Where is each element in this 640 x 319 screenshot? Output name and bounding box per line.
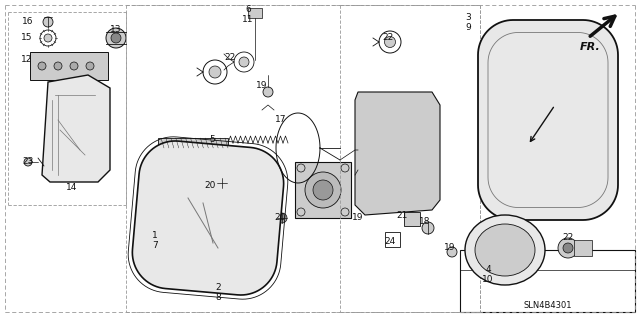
Circle shape — [70, 62, 78, 70]
Circle shape — [297, 208, 305, 216]
Circle shape — [372, 157, 408, 193]
Ellipse shape — [465, 215, 545, 285]
Bar — [248, 8, 262, 18]
Text: 7: 7 — [152, 241, 158, 250]
Circle shape — [558, 238, 578, 258]
Polygon shape — [42, 75, 110, 182]
Polygon shape — [478, 20, 618, 220]
Text: 19: 19 — [256, 80, 268, 90]
Text: 22: 22 — [225, 54, 236, 63]
Ellipse shape — [475, 224, 535, 276]
Text: 22: 22 — [563, 234, 573, 242]
Circle shape — [239, 57, 249, 67]
Text: 22: 22 — [382, 33, 394, 42]
Circle shape — [341, 208, 349, 216]
Circle shape — [43, 17, 53, 27]
Text: 21: 21 — [396, 211, 408, 219]
Text: 20: 20 — [275, 213, 285, 222]
Text: SLN4B4301: SLN4B4301 — [524, 300, 572, 309]
Bar — [460, 250, 635, 312]
Circle shape — [341, 164, 349, 172]
Text: 13: 13 — [110, 26, 122, 34]
Circle shape — [313, 180, 333, 200]
Bar — [385, 232, 400, 247]
Text: 18: 18 — [419, 218, 431, 226]
Text: 1: 1 — [152, 232, 158, 241]
Text: 4: 4 — [485, 265, 491, 275]
Circle shape — [24, 158, 32, 166]
Circle shape — [217, 178, 227, 188]
Bar — [404, 212, 420, 226]
Text: 24: 24 — [385, 238, 396, 247]
Text: 10: 10 — [483, 276, 493, 285]
Bar — [368, 110, 423, 150]
Circle shape — [277, 213, 287, 223]
Text: FR.: FR. — [580, 42, 600, 52]
Polygon shape — [132, 141, 284, 295]
Bar — [295, 162, 351, 218]
Bar — [30, 52, 108, 80]
Text: 17: 17 — [275, 115, 287, 124]
Text: 8: 8 — [215, 293, 221, 301]
Circle shape — [422, 222, 434, 234]
Circle shape — [263, 87, 273, 97]
Circle shape — [563, 243, 573, 253]
Circle shape — [385, 36, 396, 48]
Text: 2: 2 — [215, 283, 221, 292]
Text: 9: 9 — [465, 24, 471, 33]
Text: 14: 14 — [67, 183, 77, 192]
Text: 3: 3 — [465, 13, 471, 23]
Circle shape — [106, 28, 126, 48]
Circle shape — [38, 62, 46, 70]
Circle shape — [209, 66, 221, 78]
Text: 16: 16 — [22, 18, 34, 26]
Bar — [158, 138, 228, 148]
Circle shape — [44, 34, 52, 42]
Circle shape — [496, 241, 514, 259]
Circle shape — [305, 172, 341, 208]
Text: 12: 12 — [21, 56, 33, 64]
Circle shape — [381, 166, 399, 184]
Circle shape — [447, 247, 457, 257]
Text: 20: 20 — [204, 181, 216, 189]
Circle shape — [111, 33, 121, 43]
Text: 5: 5 — [209, 136, 215, 145]
Text: 6: 6 — [245, 5, 251, 14]
Text: 19: 19 — [352, 213, 364, 222]
Polygon shape — [355, 92, 440, 215]
Circle shape — [86, 62, 94, 70]
Circle shape — [54, 62, 62, 70]
Text: 15: 15 — [21, 33, 33, 42]
Bar — [574, 240, 592, 256]
Circle shape — [297, 164, 305, 172]
Text: 19: 19 — [444, 243, 456, 253]
Circle shape — [487, 232, 523, 268]
Text: 11: 11 — [243, 16, 253, 25]
Text: 23: 23 — [22, 158, 34, 167]
